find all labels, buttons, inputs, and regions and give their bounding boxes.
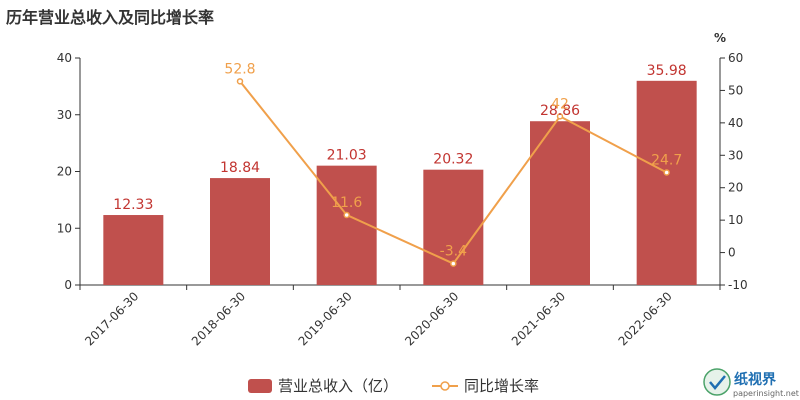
revenue-bar [636,80,697,285]
watermark-brand: 纸视界 [734,371,777,388]
watermark-logo-icon [703,368,731,396]
right-axis-tick-label: 40 [728,116,743,130]
revenue-bar-label: 18.84 [220,160,260,176]
revenue-bar-label: 35.98 [647,63,687,79]
growth-point [236,78,244,85]
left-axis-tick-label: 30 [57,108,72,122]
growth-point-label: 24.7 [651,152,682,168]
right-axis-tick-label: 60 [728,51,743,65]
left-axis-tick-label: 20 [57,165,72,179]
right-axis-tick-label: 0 [728,246,736,260]
legend: 营业总收入（亿） 同比增长率 [248,377,539,395]
x-axis-tick-label: 2017-06-30 [82,289,141,348]
left-axis-tick-label: 40 [57,51,72,65]
right-axis-tick-label: -10 [728,278,748,292]
legend-revenue-swatch [248,379,272,393]
growth-point [450,260,457,267]
revenue-bar [210,178,270,285]
bars [103,80,697,285]
growth-point-label: 42 [551,96,569,112]
growth-line-series [236,78,670,267]
right-axis-tick-label: 30 [728,148,743,162]
revenue-bar [530,121,590,285]
watermark-site: paperinsight.net [733,389,799,398]
x-axis-tick-label: 2019-06-30 [296,289,355,348]
growth-point [663,169,670,176]
revenue-bar [423,169,484,285]
chart-title: 历年营业总收入及同比增长率 [6,8,215,27]
revenue-bar-label: 28.86 [540,103,580,119]
legend-revenue-label: 营业总收入（亿） [278,377,398,395]
revenue-bar-label: 12.33 [113,197,153,213]
revenue-bar [316,165,377,285]
left-axis-tick-label: 0 [64,278,72,292]
left-axis-tick-label: 10 [57,221,72,235]
revenue-bar-label: 20.32 [433,152,473,168]
growth-point [343,211,350,219]
growth-point-label: 52.8 [224,61,255,77]
right-axis-tick-label: 10 [728,213,743,227]
legend-growth-label: 同比增长率 [464,377,539,395]
growth-point [556,113,564,120]
x-axis-tick-label: 2020-06-30 [402,289,461,348]
right-axis-tick-label: 50 [728,83,743,97]
legend-growth-swatch-marker [440,381,450,391]
right-axis-tick-label: 20 [728,181,743,195]
x-axis-tick-label: 2018-06-30 [189,289,248,348]
x-axis-tick-label: 2021-06-30 [509,289,568,348]
watermark-check-icon [709,375,726,390]
x-axis-tick-label: 2022-06-30 [616,289,675,348]
right-axis-unit-label: % [714,31,726,45]
revenue-bar [103,215,164,285]
growth-point-label: 11.6 [331,195,362,211]
growth-point-label: -3.4 [440,244,467,260]
data-labels: 12.33 18.84 21.03 20.32 28.86 35.98 52.8 11.6 -3… [113,61,686,259]
revenue-bar-label: 21.03 [327,148,367,164]
